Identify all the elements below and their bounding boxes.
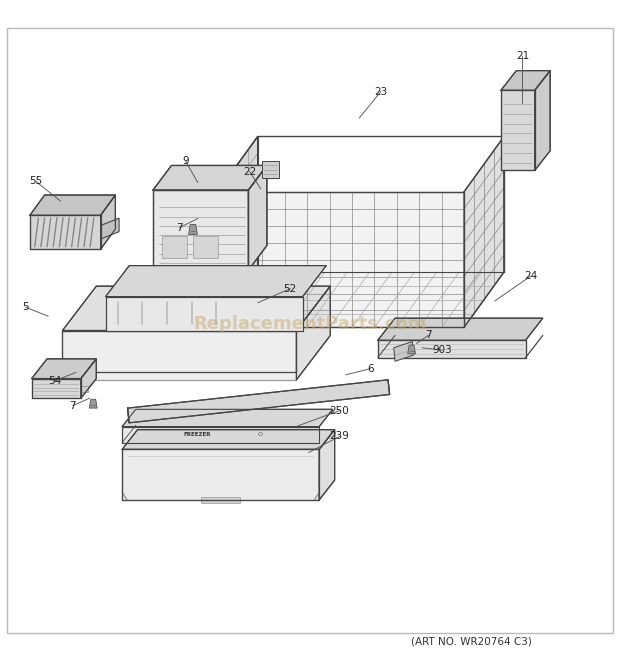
Polygon shape <box>249 165 267 270</box>
Polygon shape <box>100 218 119 239</box>
Polygon shape <box>89 399 97 408</box>
Text: (ART NO. WR20764 C3): (ART NO. WR20764 C3) <box>411 637 531 646</box>
Polygon shape <box>81 386 88 392</box>
Polygon shape <box>408 345 415 354</box>
Polygon shape <box>122 426 319 443</box>
Polygon shape <box>535 71 550 171</box>
Text: ReplacementParts.com: ReplacementParts.com <box>193 315 427 333</box>
Polygon shape <box>296 286 330 380</box>
Polygon shape <box>319 430 335 500</box>
Polygon shape <box>188 225 197 235</box>
Polygon shape <box>32 359 96 379</box>
Polygon shape <box>162 236 187 258</box>
Polygon shape <box>105 266 326 297</box>
Polygon shape <box>201 497 241 503</box>
Polygon shape <box>218 192 464 327</box>
Text: 55: 55 <box>29 176 43 186</box>
Polygon shape <box>63 286 330 330</box>
Polygon shape <box>156 270 177 292</box>
Text: 6: 6 <box>367 364 374 373</box>
Text: 5: 5 <box>22 302 29 312</box>
Polygon shape <box>218 137 258 327</box>
Polygon shape <box>464 137 504 327</box>
Polygon shape <box>378 340 526 358</box>
Polygon shape <box>105 297 303 330</box>
Text: 239: 239 <box>330 432 350 442</box>
Text: 54: 54 <box>48 376 61 386</box>
Text: 7: 7 <box>425 330 432 340</box>
Polygon shape <box>153 190 249 270</box>
Text: 250: 250 <box>330 406 350 416</box>
Text: FREEZER: FREEZER <box>184 432 211 437</box>
Polygon shape <box>501 71 550 91</box>
Polygon shape <box>394 342 414 362</box>
Polygon shape <box>378 318 542 340</box>
Polygon shape <box>153 165 267 190</box>
Polygon shape <box>100 195 115 249</box>
Polygon shape <box>193 236 218 258</box>
Polygon shape <box>122 430 335 449</box>
Polygon shape <box>32 379 81 398</box>
Text: 7: 7 <box>69 401 76 410</box>
Polygon shape <box>122 449 319 500</box>
Text: 903: 903 <box>433 345 452 355</box>
Polygon shape <box>122 409 333 426</box>
Polygon shape <box>128 380 389 423</box>
Polygon shape <box>218 272 504 327</box>
Text: 21: 21 <box>516 52 529 61</box>
Polygon shape <box>63 330 296 380</box>
Polygon shape <box>501 91 535 171</box>
Polygon shape <box>30 215 100 249</box>
Text: 22: 22 <box>243 167 256 176</box>
Polygon shape <box>81 359 96 398</box>
Polygon shape <box>208 270 230 286</box>
Text: O: O <box>258 432 263 437</box>
Text: 24: 24 <box>524 271 537 282</box>
Polygon shape <box>262 161 279 178</box>
Text: 23: 23 <box>374 87 388 97</box>
Polygon shape <box>30 195 115 215</box>
Text: 52: 52 <box>284 284 297 293</box>
Text: 7: 7 <box>176 223 183 233</box>
Text: 9: 9 <box>182 156 189 166</box>
